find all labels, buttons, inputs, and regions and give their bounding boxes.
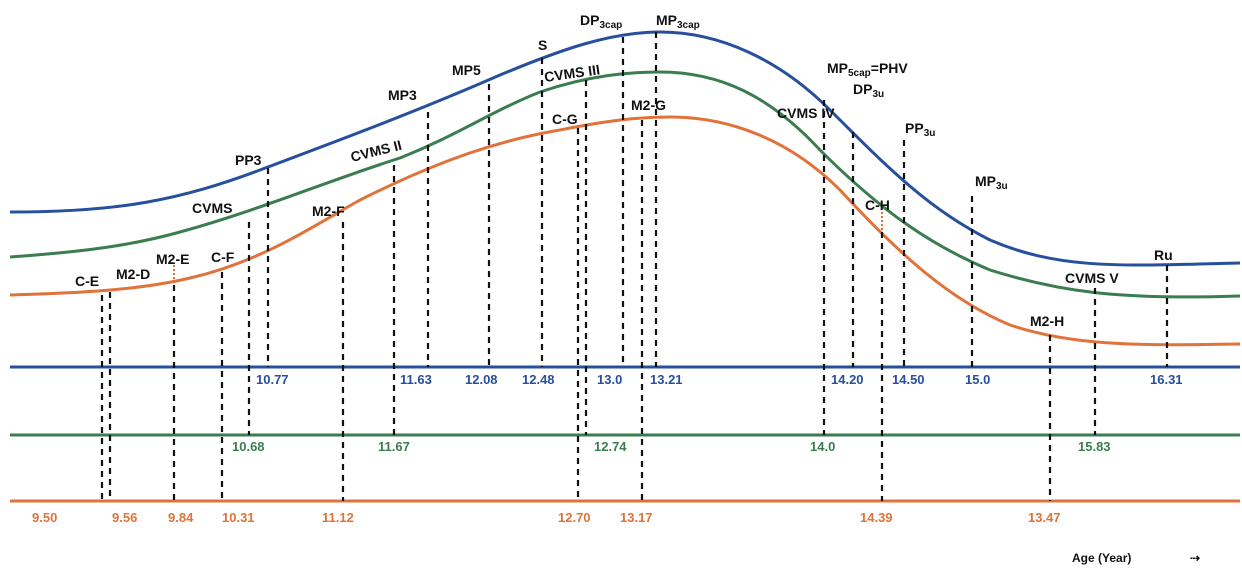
blue-value-mp5cap: 14.20 <box>831 372 864 387</box>
label-m2d: M2-D <box>116 266 150 282</box>
label-mp3cap: MP3cap <box>656 12 700 31</box>
green-value-cvms4: 14.0 <box>810 439 835 454</box>
green-value-cvms5: 15.83 <box>1078 439 1111 454</box>
green-value-cvms3: 12.74 <box>594 439 627 454</box>
label-pp3: PP3 <box>235 152 262 168</box>
label-m2e: M2-E <box>156 251 189 267</box>
label-cf: C-F <box>211 249 235 265</box>
label-cvms5: CVMS V <box>1065 270 1119 286</box>
orange-value-m2f: 11.12 <box>322 510 354 525</box>
blue-value-mp5: 12.08 <box>465 372 498 387</box>
blue-growth-curve <box>9 30 1241 267</box>
label-ch: C-H <box>865 197 890 213</box>
orange-value-ce: 9.50 <box>32 510 57 525</box>
blue-value-mp3: 11.63 <box>400 372 432 387</box>
orange-value-cf: 10.31 <box>222 510 255 525</box>
green-growth-curve <box>9 70 1241 299</box>
label-cvms: CVMS <box>192 200 232 216</box>
label-s: S <box>538 37 547 53</box>
label-mp5: MP5 <box>452 62 481 78</box>
blue-value-s: 12.48 <box>522 372 555 387</box>
label-cvms4: CVMS IV <box>777 105 835 121</box>
blue-value-mp3u: 15.0 <box>965 372 990 387</box>
orange-value-cg: 12.70 <box>558 510 591 525</box>
orange-value-m2g: 13.17 <box>620 510 653 525</box>
blue-value-pp3u: 14.50 <box>892 372 925 387</box>
label-ce: C-E <box>75 273 99 289</box>
label-mp3u: MP3u <box>975 173 1008 192</box>
blue-value-dp3cap: 13.0 <box>597 372 622 387</box>
orange-value-m2d: 9.56 <box>112 510 137 525</box>
label-m2h: M2-H <box>1030 313 1064 329</box>
orange-value-ch: 14.39 <box>860 510 893 525</box>
blue-value-mp3cap: 13.21 <box>650 372 683 387</box>
label-m2f: M2-F <box>312 203 345 219</box>
orange-growth-curve <box>9 115 1241 347</box>
label-cg: C-G <box>552 111 578 127</box>
blue-value-ru: 16.31 <box>1150 372 1183 387</box>
axis-title: Age (Year) <box>1072 551 1131 565</box>
label-mp3: MP3 <box>388 87 417 103</box>
axis-arrow-icon: ⇢ <box>1190 551 1200 565</box>
label-cvms3: CVMS III <box>543 61 601 85</box>
orange-value-m2e: 9.84 <box>168 510 194 525</box>
label-dp3cap: DP3cap <box>580 12 622 31</box>
orange-value-m2h: 13.47 <box>1028 510 1061 525</box>
label-mp5cap-phv: MP5cap=PHV <box>827 60 908 79</box>
green-value-cvms: 10.68 <box>232 439 265 454</box>
label-dp3u: DP3u <box>853 81 884 100</box>
blue-value-pp3: 10.77 <box>256 372 289 387</box>
label-ru: Ru <box>1154 247 1173 263</box>
label-pp3u: PP3u <box>905 120 935 139</box>
label-m2g: M2-G <box>631 97 666 113</box>
green-value-cvms2: 11.67 <box>378 439 410 454</box>
